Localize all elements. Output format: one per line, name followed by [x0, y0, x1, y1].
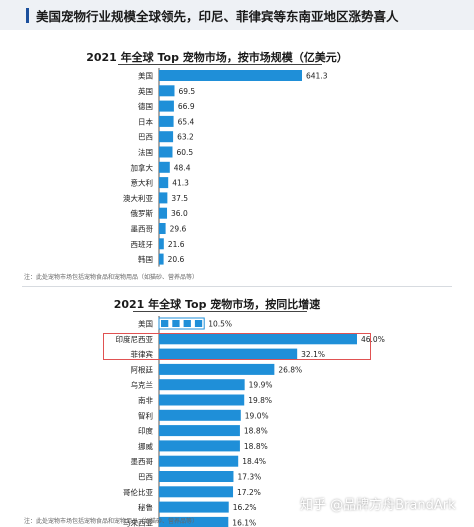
chart-2-bar: [159, 348, 298, 360]
chart-2-bar: [159, 486, 234, 498]
chart-2-title-underline: [133, 311, 307, 312]
chart-1-value-label: 41.3: [172, 179, 189, 188]
chart-1-value-label: 36.0: [171, 209, 188, 218]
chart-1-value-label: 21.6: [168, 240, 185, 249]
chart-2-value-label: 16.1%: [232, 518, 256, 527]
chart-1-category-label: 澳大利亚: [123, 193, 153, 203]
chart-1-bar: [159, 146, 173, 158]
chart-1-value-label: 69.5: [178, 87, 195, 96]
chart-2-category-label: 智利: [138, 410, 153, 420]
chart-2-bar: [159, 363, 275, 375]
chart-2-bar: [159, 394, 245, 406]
chart-2-bar: [159, 379, 245, 391]
header-bar: [0, 0, 474, 30]
chart-2-note: 注：此处宠物市场包括宠物食品和宠物用品（如猫砂、营养品等）: [24, 518, 199, 525]
chart-1-category-label: 墨西哥: [131, 225, 154, 234]
chart-2-category-label: 乌克兰: [131, 380, 154, 390]
chart-1-category-label: 巴西: [138, 133, 153, 142]
chart-2-bar-pattern: [194, 320, 203, 327]
chart-2-value-label: 18.8%: [244, 427, 268, 436]
chart-2-value-label: 19.8%: [248, 396, 272, 405]
chart-2-value-label: 18.4%: [242, 457, 266, 466]
chart-2-title: 2021 年全球 Top 宠物市场，按同比增速: [113, 298, 321, 311]
chart-2-bar: [159, 333, 357, 345]
chart-2-bar: [158, 317, 205, 330]
chart-1-title-underline: [118, 64, 322, 65]
chart-2-value-label: 19.0%: [245, 411, 269, 420]
chart-2-category-label: 巴西: [138, 473, 153, 482]
chart-1-bar: [159, 85, 175, 97]
chart-1-category-label: 西班牙: [131, 239, 154, 249]
chart-2-bar-pattern: [161, 320, 169, 327]
chart-1-bar: [159, 161, 170, 173]
chart-1-bar: [159, 131, 174, 143]
chart-1-value-label: 641.3: [306, 72, 328, 81]
chart-2-category-label: 印度: [138, 426, 153, 436]
chart-1-title: 2021 年全球 Top 宠物市场，按市场规模（亿美元）: [86, 51, 348, 64]
highlight-box: [103, 333, 371, 360]
chart-2-bar-pattern: [172, 320, 180, 327]
header-accent-bar: [26, 8, 29, 23]
chart-1-value-label: 37.5: [171, 194, 188, 203]
chart-2-category-label: 阿根廷: [131, 364, 154, 374]
chart-2-bar: [159, 425, 240, 437]
chart-1-category-label: 美国: [138, 71, 153, 81]
chart-1-bar: [159, 115, 174, 127]
chart-1-value-label: 20.6: [168, 255, 185, 264]
chart-1-category-label: 法国: [138, 147, 153, 157]
chart-2-category-label: 印度尼西亚: [116, 334, 154, 344]
chart-2-category-label: 南非: [138, 395, 153, 405]
chart-2-bar: [159, 516, 229, 527]
chart-2-value-label: 10.5%: [208, 320, 232, 329]
chart-2-bar-pattern: [183, 320, 191, 327]
chart-1-category-label: 韩国: [138, 254, 153, 264]
chart-2-category-label: 挪威: [138, 441, 153, 451]
chart-2-category-label: 哥伦比亚: [123, 487, 153, 497]
chart-1-category-label: 加拿大: [131, 162, 154, 172]
chart-1-bar: [159, 253, 164, 265]
chart-1-value-label: 66.9: [178, 102, 195, 111]
chart-1-bar: [159, 238, 164, 250]
section-divider: [22, 286, 452, 287]
chart-2-category-label: 马来西亚: [123, 518, 153, 527]
chart-2-value-label: 19.9%: [249, 381, 273, 390]
chart-2-category-label: 墨西哥: [131, 457, 154, 466]
chart-2-bar: [159, 409, 241, 421]
chart-1-bar: [159, 100, 174, 112]
chart-2-value-label: 32.1%: [301, 350, 325, 359]
chart-2-bar: [159, 440, 240, 452]
chart-1-bar: [159, 177, 169, 189]
chart-2-value-label: 26.8%: [278, 365, 302, 374]
chart-1-value-label: 63.2: [177, 133, 194, 142]
chart-1-value-label: 29.6: [170, 225, 187, 234]
chart-2-value-label: 18.8%: [244, 442, 268, 451]
chart-2-value-label: 46.0%: [361, 335, 385, 344]
chart-2-bar: [159, 471, 234, 482]
chart-2-category-label: 美国: [138, 319, 153, 329]
page-title: 美国宠物行业规模全球领先，印尼、菲律宾等东南亚地区涨势喜人: [36, 9, 399, 24]
chart-1-category-label: 俄罗斯: [131, 208, 154, 218]
chart-1-bar: [159, 223, 166, 234]
chart-1-category-label: 英国: [138, 86, 153, 96]
chart-1-category-label: 德国: [138, 101, 153, 111]
chart-2-value-label: 17.3%: [237, 473, 261, 482]
chart-1-value-label: 65.4: [178, 117, 195, 126]
chart-2-bar: [159, 501, 229, 513]
chart-2-category-label: 菲律宾: [131, 349, 154, 359]
chart-1-category-label: 日本: [138, 116, 153, 126]
chart-1-value-label: 60.5: [176, 148, 193, 157]
chart-1-bar: [159, 70, 302, 81]
chart-1-bar: [159, 207, 168, 219]
chart-2-value-label: 17.2%: [237, 488, 261, 497]
chart-1-bar: [159, 192, 168, 204]
chart-1-value-label: 48.4: [174, 163, 191, 172]
chart-1-note: 注：此处宠物市场包括宠物食品和宠物用品（如猫砂、营养品等）: [24, 274, 199, 281]
chart-1-svg: 美国 641.3 英国 69.5 德国 66.9 日本 65.4 巴西 63.2 法国 60.5 加拿大…: [123, 68, 328, 267]
chart-2-bar: [159, 455, 239, 467]
chart-1-category-label: 意大利: [131, 178, 154, 188]
chart-2-value-label: 16.2%: [233, 503, 257, 512]
watermark: 知乎 @品牌方舟BrandArk: [300, 498, 456, 513]
chart-2-category-label: 秘鲁: [138, 502, 153, 512]
